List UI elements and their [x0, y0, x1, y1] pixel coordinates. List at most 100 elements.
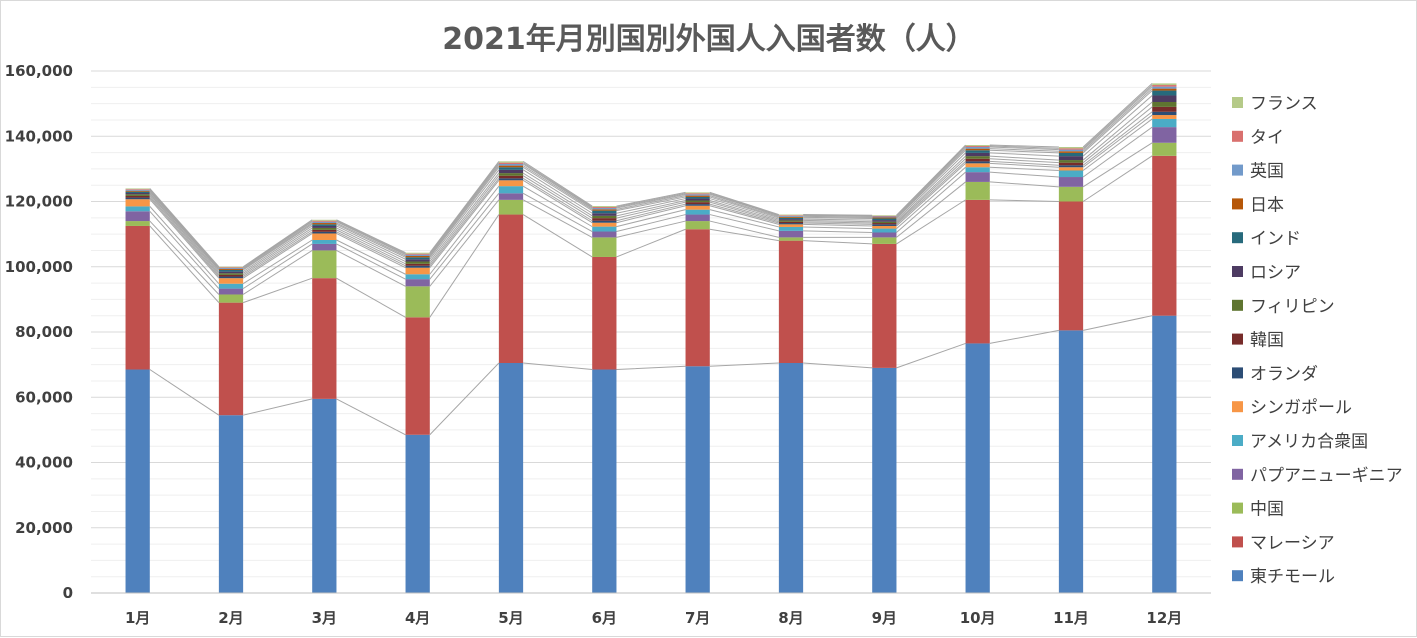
bar-segment: [592, 231, 617, 238]
bar-segment: [592, 215, 617, 219]
bar-segment: [405, 252, 430, 254]
bar-segment: [685, 209, 710, 215]
y-axis-ticks: 0 20,000 40,000 60,000 80,000 100,000 120,000 1…: [5, 62, 73, 602]
bar-segment: [592, 369, 617, 593]
x-tick-label: 11月: [1053, 609, 1089, 627]
legend-swatch: [1232, 468, 1243, 480]
bar-segment: [312, 221, 337, 224]
bar-segment: [312, 220, 337, 222]
bar-segment: [872, 223, 897, 225]
bar-segment: [965, 145, 990, 147]
bar-segment: [312, 225, 337, 228]
bar-segment: [965, 163, 990, 168]
bar-segment: [685, 229, 710, 367]
bar-segment: [312, 227, 337, 230]
bar-segment: [405, 257, 430, 260]
bar-segment: [218, 276, 244, 279]
bar-segment: [592, 218, 617, 221]
bar-segment: [405, 434, 430, 593]
bar-segment: [1058, 165, 1084, 168]
legend-swatch: [1232, 401, 1243, 413]
bar-segment: [872, 225, 897, 229]
bar-segment: [405, 265, 430, 268]
bar-segment: [125, 225, 150, 370]
legend-label: アメリカ合衆国: [1250, 432, 1368, 452]
bar-segment: [685, 196, 710, 199]
legend-label: 韓国: [1250, 331, 1284, 351]
bar-segment: [1058, 160, 1084, 163]
bar-segment: [125, 191, 150, 194]
bar-segment: [125, 211, 150, 222]
legend-swatch: [1232, 570, 1243, 582]
x-tick-label: 9月: [872, 609, 897, 627]
bar-segment: [1058, 167, 1084, 171]
bar-segment: [218, 415, 244, 593]
x-tick-label: 2月: [218, 609, 243, 627]
bar-segment: [592, 256, 617, 370]
legend-swatch: [1232, 130, 1243, 142]
bar-segment: [405, 274, 430, 280]
bar-segment: [1152, 115, 1177, 119]
bar-segment: [872, 224, 897, 226]
bar-segment: [685, 198, 710, 201]
legend-label: タイ: [1250, 128, 1284, 148]
bar-segment: [125, 369, 150, 593]
x-tick-label: 12月: [1146, 609, 1182, 627]
bar-segment: [965, 343, 990, 593]
bar-segment: [312, 239, 337, 244]
series-line: [149, 106, 1153, 276]
bar-segment: [778, 215, 804, 217]
bar-segment: [1152, 127, 1177, 143]
x-tick-label: 10月: [960, 609, 996, 627]
bar-segment: [312, 250, 337, 279]
legend-swatch: [1232, 266, 1243, 277]
series-line: [149, 126, 1153, 290]
bar-segment: [778, 224, 804, 227]
x-tick-label: 4月: [405, 609, 430, 627]
bar-segment: [498, 199, 524, 215]
bar-segment: [965, 156, 990, 159]
bar-segment: [778, 219, 804, 221]
bar-segment: [498, 163, 524, 166]
bar-segment: [125, 206, 150, 212]
bar-segment: [778, 217, 804, 220]
bar-segment: [778, 223, 804, 225]
bar-segment: [778, 221, 804, 224]
legend-label: 東チモール: [1250, 567, 1335, 587]
bar-segment: [1058, 162, 1084, 166]
bar-segment: [312, 278, 337, 399]
bar-segment: [685, 193, 710, 195]
legend-label: フィリピン: [1250, 297, 1335, 317]
bar-segment: [312, 231, 337, 234]
bar-segment: [1058, 149, 1084, 152]
bar-segment: [1058, 148, 1084, 150]
bar-segment: [1152, 315, 1177, 593]
legend-label: インド: [1250, 229, 1301, 249]
series-line: [149, 114, 1153, 279]
bar-segment: [312, 233, 337, 240]
bar-segment: [218, 269, 244, 271]
bar-segment: [1058, 201, 1084, 331]
bar-segment: [405, 263, 430, 266]
series-line: [149, 155, 1153, 318]
bar-segment: [218, 271, 244, 274]
legend-label: 英国: [1250, 162, 1284, 182]
bar-segment: [405, 255, 430, 258]
bar-segment: [872, 216, 897, 218]
bar-segment: [872, 220, 897, 222]
bar-segment: [872, 228, 897, 233]
bar-segment: [312, 219, 337, 221]
bar-segment: [685, 205, 710, 210]
bar-segment: [872, 243, 897, 368]
bar-segment: [498, 165, 524, 168]
y-tick-label: 40,000: [15, 454, 73, 472]
legend-label: フランス: [1250, 94, 1318, 114]
bar-segment: [498, 178, 524, 181]
bar-segment: [592, 220, 617, 223]
bar-segment: [1058, 156, 1084, 161]
bar-segment: [592, 207, 617, 209]
x-tick-label: 5月: [498, 609, 523, 627]
bar-segment: [498, 362, 524, 593]
bar-segment: [218, 268, 244, 270]
bar-segment: [498, 186, 524, 194]
